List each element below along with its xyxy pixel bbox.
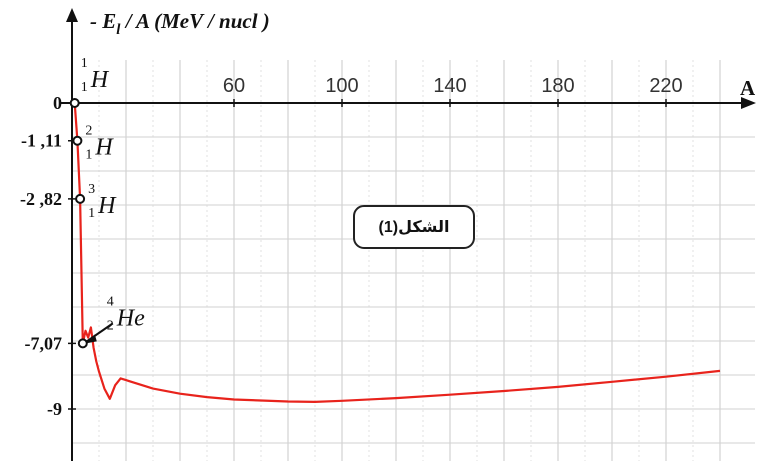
figure-label-frame — [353, 205, 475, 249]
x-axis-arrow — [741, 97, 756, 109]
x-tick-labels: 60 100 140 180 220 — [223, 75, 683, 107]
nuclide-charge-number: 1 — [81, 80, 88, 95]
nuclide-symbol: H — [90, 67, 110, 93]
nuclide-point — [72, 135, 83, 146]
nuclide-mass-number: 2 — [85, 124, 92, 139]
y-tick-label: 0 — [53, 93, 62, 113]
y-tick-label: -9 — [47, 399, 62, 419]
chart-series — [73, 102, 721, 403]
y-tick-label: -7,07 — [25, 333, 63, 353]
y-tick-labels: 0 -1 ,11 -2 ,82 -7,07 -9 — [20, 93, 76, 419]
y-axis-title: - El / A (MeV / nucl ) — [90, 9, 270, 38]
nuclide-point — [75, 193, 86, 204]
x-tick-label: 180 — [541, 75, 574, 97]
y-tick-label: -2 ,82 — [20, 189, 62, 209]
nuclide-symbol: H — [97, 193, 117, 219]
nuclide-charge-number: 1 — [85, 148, 92, 163]
binding-energy-curve — [73, 102, 721, 403]
x-tick-label: 220 — [649, 75, 682, 97]
nuclide-pointer-head — [85, 334, 97, 344]
nuclide-point — [69, 98, 80, 108]
y-tick-label: -1 ,11 — [21, 131, 62, 151]
nuclide-annotations: 11 H21 H31 H42 He — [69, 56, 145, 349]
nuclide-mass-number: 1 — [81, 56, 88, 71]
nuclide-charge-number: 2 — [107, 318, 114, 333]
x-tick-label: 100 — [325, 75, 358, 97]
nuclide-mass-number: 4 — [107, 294, 114, 309]
nuclide-point — [77, 338, 88, 349]
y-axis-arrow — [66, 8, 78, 22]
chart-axes — [60, 8, 756, 461]
x-axis-title: A — [740, 76, 756, 100]
x-tick-label: 60 — [223, 75, 245, 97]
figure-label: الشكل(1) — [379, 219, 450, 236]
nuclide-symbol: H — [94, 135, 114, 161]
nuclide-mass-number: 3 — [88, 182, 95, 197]
x-tick-label: 140 — [433, 75, 466, 97]
nuclide-symbol: He — [116, 305, 145, 331]
figure-label-box: الشكل(1) — [353, 205, 475, 249]
nuclide-charge-number: 1 — [88, 206, 95, 221]
